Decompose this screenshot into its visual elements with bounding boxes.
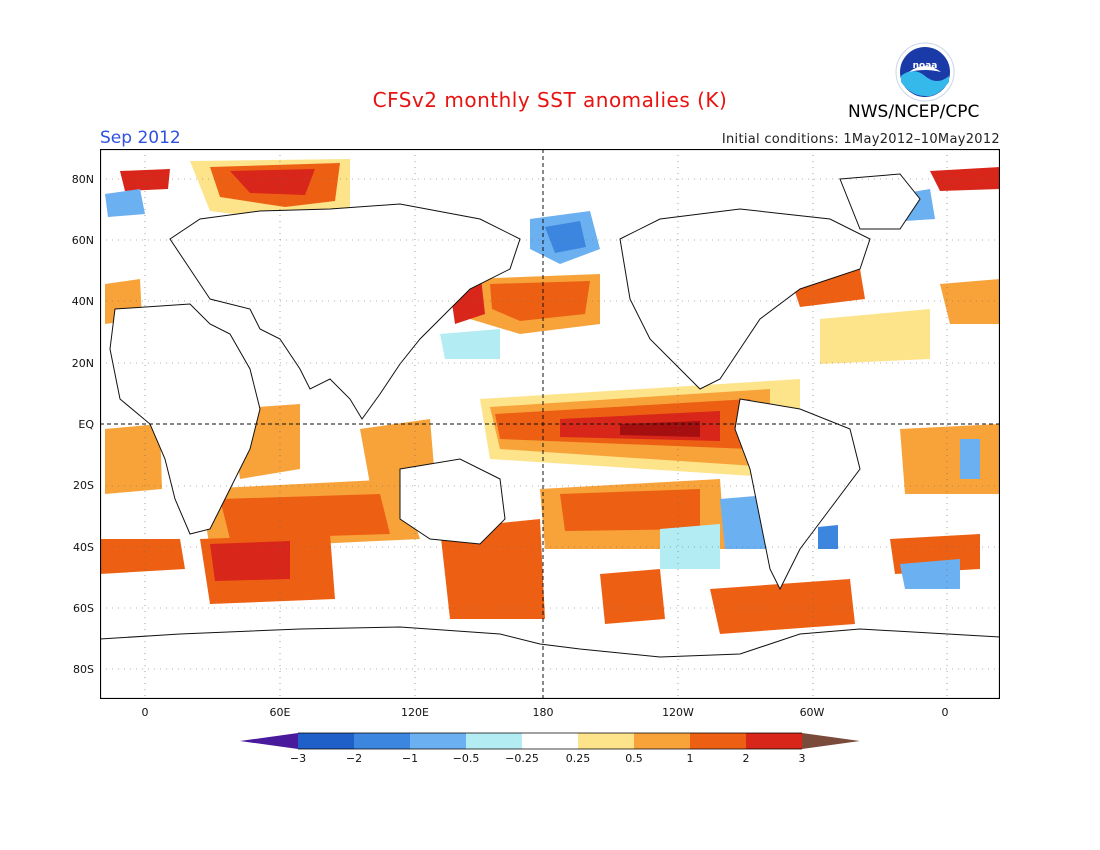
anomaly-npac-warm-core [490, 281, 590, 321]
coast-south-america [734, 398, 861, 591]
coast-africa [109, 303, 261, 535]
cbar-label-p05: 0.5 [625, 752, 643, 765]
coast-australia [399, 458, 506, 545]
anomaly-arctic-cool-w [105, 189, 145, 217]
cbar-m05 [466, 733, 522, 749]
logo-text: noaa [913, 61, 938, 71]
sst-anomaly-map [100, 149, 1000, 699]
cbar-m1 [410, 733, 466, 749]
lat-label-eq: EQ [78, 418, 94, 431]
cbar-label-m3: −3 [289, 752, 307, 765]
cbar-p05 [634, 733, 690, 749]
anomaly-so-cool-3 [818, 525, 838, 549]
coast-greenland [839, 173, 921, 230]
cbar-p1 [690, 733, 746, 749]
cbar-label-p3: 3 [798, 752, 806, 765]
anomaly-so-pac-mid-core [560, 489, 700, 531]
anomaly-natl-sub [820, 309, 930, 364]
cbar-p2 [746, 733, 802, 749]
anomaly-so-band-2-peak [210, 541, 290, 581]
anomaly-enso-top [620, 421, 700, 437]
cbar-label-m05: −0.5 [452, 752, 480, 765]
lon-label-0: 0 [141, 706, 149, 719]
lon-label-180: 180 [532, 706, 554, 719]
cbar-m3 [298, 733, 354, 749]
anomaly-shading [100, 159, 1000, 634]
lon-label-0-east: 0 [941, 706, 949, 719]
lat-label-40s: 40S [73, 541, 94, 554]
reference-lines [100, 149, 1000, 699]
anomaly-so-band-3 [100, 539, 185, 574]
anomaly-atl-cool [960, 439, 980, 479]
forecast-month: Sep 2012 [100, 128, 181, 148]
cbar-label-m2: −2 [345, 752, 363, 765]
anomaly-atl-eq-e [900, 424, 1000, 494]
anomaly-med-warm-e [940, 279, 1000, 324]
lon-label-120w: 120W [662, 706, 694, 719]
lat-label-80s: 80S [73, 663, 94, 676]
cbar-label-m1: −1 [401, 752, 419, 765]
anomaly-so-band-5 [600, 569, 665, 624]
anomaly-nind-cool [440, 329, 500, 359]
noaa-logo: noaa [895, 42, 955, 102]
cbar-label-p1: 1 [686, 752, 694, 765]
lat-label-60s: 60S [73, 602, 94, 615]
cbar-p025 [578, 733, 634, 749]
coast-antarctica [100, 626, 1000, 699]
lat-label-20n: 20N [71, 357, 94, 370]
lon-label-60e: 60E [269, 706, 291, 719]
lat-label-80n: 80N [71, 173, 94, 186]
map-title: CFSv2 monthly SST anomalies (K) [372, 88, 728, 112]
lon-label-60w: 60W [799, 706, 825, 719]
lon-label-120e: 120E [401, 706, 429, 719]
color-scale-bar [240, 732, 860, 750]
coastlines [100, 173, 1000, 699]
cbar-m2 [354, 733, 410, 749]
coast-eurasia [169, 203, 521, 420]
anomaly-atl-eq [105, 424, 162, 494]
lat-label-20s: 20S [73, 479, 94, 492]
lat-label-40n: 40N [71, 295, 94, 308]
anomaly-bering-cool-core [545, 221, 586, 253]
map-border [100, 149, 1000, 699]
cbar-zero [522, 733, 578, 749]
anomaly-so-band-1-core [220, 494, 390, 539]
anomaly-arctic-warm-peak [230, 169, 315, 195]
coast-north-america [619, 208, 871, 390]
anomaly-so-cool-4 [900, 559, 960, 589]
anomaly-so-band-4 [440, 519, 545, 619]
cbar-label-p2: 2 [742, 752, 750, 765]
cbar-gt-3 [802, 733, 860, 749]
anomaly-so-band-6 [710, 579, 855, 634]
agency-label: NWS/NCEP/CPC [848, 102, 980, 122]
lat-label-60n: 60N [71, 234, 94, 247]
cbar-label-m025: −0.25 [505, 752, 539, 765]
cbar-lt-3 [240, 733, 298, 749]
initial-conditions: Initial conditions: 1May2012–10May2012 [721, 132, 1000, 147]
grid [100, 149, 1000, 699]
cbar-label-p025: 0.25 [565, 752, 591, 765]
anomaly-so-cool-2 [660, 524, 720, 569]
